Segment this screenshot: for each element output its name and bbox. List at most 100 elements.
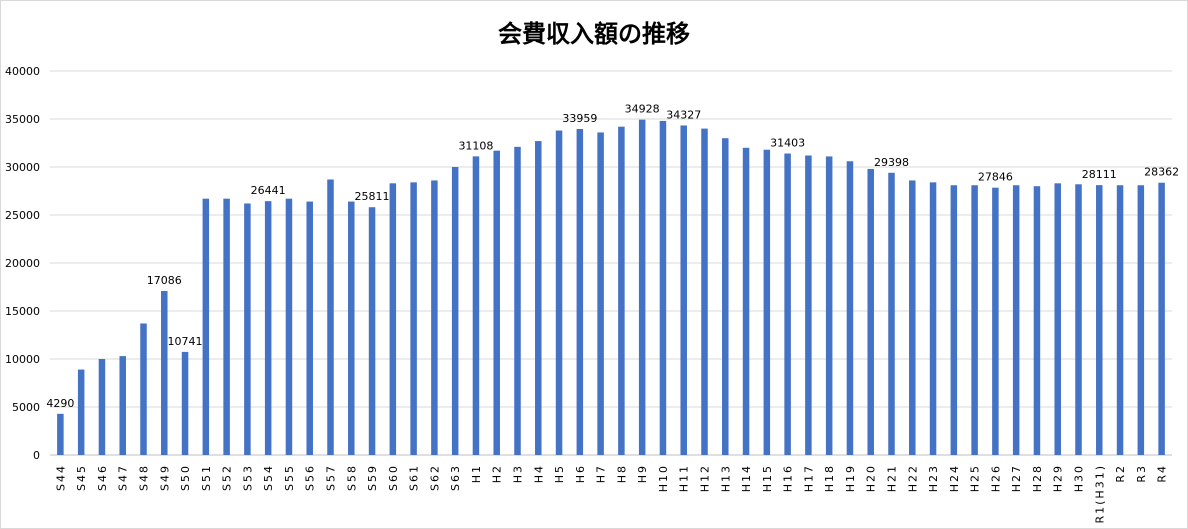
x-tick-label: H21: [886, 464, 899, 492]
x-tick-label: H15: [761, 464, 774, 492]
y-tick-label: 10000: [5, 353, 40, 366]
bar: [202, 198, 210, 455]
x-tick-label: H2: [491, 464, 504, 483]
x-tick-label: H8: [615, 464, 628, 483]
bar: [992, 187, 999, 455]
y-tick-label: 20000: [5, 257, 40, 270]
bar: [1116, 185, 1124, 456]
y-tick-label: 40000: [5, 65, 40, 78]
bar: [618, 126, 625, 456]
bar: [1158, 182, 1165, 455]
bar: [576, 128, 584, 456]
x-tick-label: H11: [678, 464, 691, 492]
data-label: 25811: [355, 190, 390, 203]
y-tick-label: 5000: [12, 401, 40, 414]
bar: [244, 203, 251, 455]
bar: [597, 132, 604, 455]
x-tick-label: S61: [408, 464, 421, 491]
bar: [514, 146, 521, 455]
bar: [119, 356, 126, 455]
bar: [929, 182, 937, 456]
bar: [181, 351, 189, 455]
x-tick-label: R4: [1156, 464, 1169, 483]
bar: [285, 198, 293, 455]
bar: [451, 167, 459, 455]
x-tick-label: H7: [595, 464, 608, 483]
y-tick-label: 0: [33, 449, 40, 462]
bar: [77, 369, 85, 455]
bar: [161, 290, 168, 455]
bar: [680, 125, 687, 455]
x-tick-label: H18: [823, 464, 836, 492]
bar: [805, 155, 812, 456]
x-tick-label: H28: [1031, 464, 1044, 492]
x-tick-label: S58: [345, 464, 358, 491]
x-tick-label: S48: [138, 464, 151, 491]
bar: [306, 201, 313, 455]
data-label: 27846: [978, 171, 1013, 184]
bar: [223, 198, 230, 455]
bar: [1033, 186, 1041, 455]
x-tick-label: S60: [387, 464, 400, 491]
x-tick-label: H26: [989, 464, 1002, 492]
x-tick-label: S56: [304, 464, 317, 491]
x-tick-label: H19: [844, 464, 857, 492]
bar: [327, 179, 334, 456]
x-tick-label: H5: [553, 464, 566, 483]
data-label: 26441: [251, 184, 286, 197]
bar: [1137, 185, 1145, 456]
x-tick-label: H14: [740, 464, 753, 492]
x-tick-label: S51: [200, 464, 213, 491]
x-tick-label: H23: [927, 464, 940, 492]
x-tick-label: R2: [1114, 464, 1127, 483]
y-tick-label: 35000: [5, 113, 40, 126]
x-tick-label: S45: [75, 464, 88, 491]
x-tick-label: H25: [969, 464, 982, 492]
bar: [348, 201, 355, 455]
x-tick-label: S55: [283, 464, 296, 491]
bar: [846, 161, 854, 456]
y-tick-label: 15000: [5, 305, 40, 318]
bar: [784, 153, 791, 456]
bar: [1012, 185, 1020, 456]
x-tick-label: R1(H31): [1093, 464, 1106, 524]
data-label: 34327: [666, 108, 701, 121]
bar: [638, 119, 646, 456]
x-tick-label: S46: [96, 464, 109, 491]
y-tick-label: 30000: [5, 161, 40, 174]
y-tick-label: 25000: [5, 209, 40, 222]
x-tick-label: H30: [1073, 464, 1086, 492]
x-tick-label: H9: [636, 464, 649, 483]
x-tick-label: S63: [449, 464, 462, 491]
bar: [264, 201, 272, 455]
x-tick-label: H20: [865, 464, 878, 492]
bar: [971, 185, 978, 456]
x-tick-label: H29: [1052, 464, 1065, 492]
x-tick-label: H22: [906, 464, 919, 492]
x-tick-label: H17: [802, 464, 815, 492]
x-tick-label: H16: [782, 464, 795, 492]
bar: [867, 168, 874, 456]
x-tick-label: H10: [657, 464, 670, 492]
data-label: 31403: [770, 137, 805, 150]
bar: [368, 207, 376, 455]
bar: [909, 180, 916, 455]
bar: [410, 182, 417, 456]
data-label: 17086: [147, 274, 182, 287]
bar: [742, 147, 750, 456]
data-label: 28111: [1082, 168, 1117, 181]
x-tick-label: H13: [719, 464, 732, 492]
bar: [431, 180, 438, 455]
x-tick-label: S53: [241, 464, 254, 491]
x-tick-label: R3: [1135, 464, 1148, 483]
x-tick-label: S57: [325, 464, 338, 491]
x-tick-label: H1: [470, 464, 483, 483]
x-tick-label: H24: [948, 464, 961, 492]
data-label: 31108: [458, 139, 493, 152]
data-label: 34928: [625, 103, 660, 116]
data-label: 28362: [1144, 166, 1179, 179]
bar: [950, 185, 958, 456]
bar: [98, 359, 106, 455]
bar: [535, 141, 542, 455]
